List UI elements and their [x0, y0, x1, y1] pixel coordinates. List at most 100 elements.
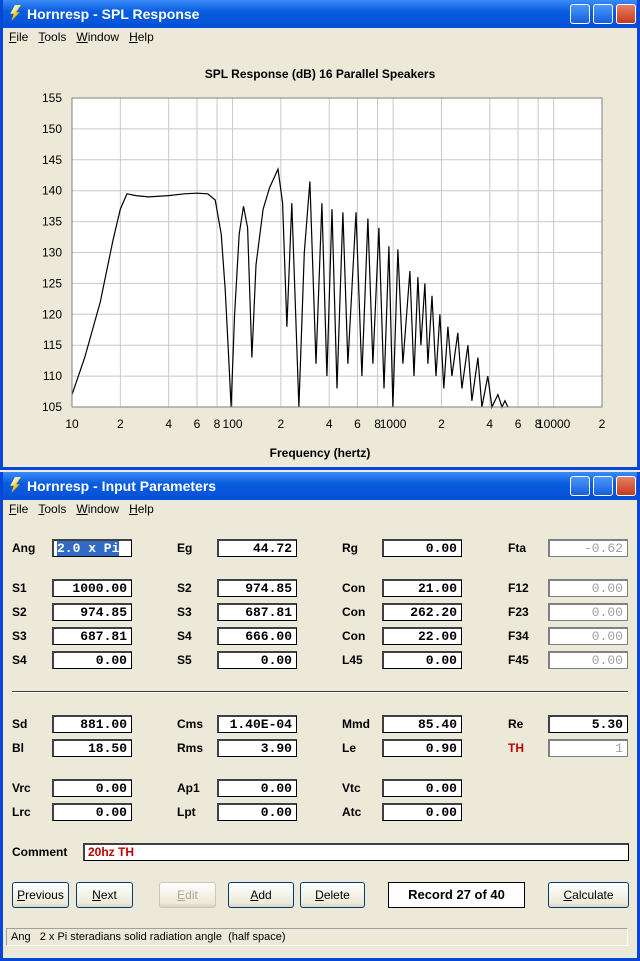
x-tick-label: 10 — [65, 417, 79, 431]
field-value[interactable]: 3.90 — [217, 739, 297, 757]
close-button[interactable] — [616, 476, 636, 496]
field-text: 0.00 — [591, 629, 623, 644]
field-value[interactable]: 0.00 — [217, 779, 297, 797]
field-label: S4 — [177, 629, 192, 643]
field-value[interactable]: 1 — [548, 739, 628, 757]
title-bar: Hornresp - SPL Response — [3, 0, 637, 28]
x-tick-label: 8 — [214, 417, 221, 431]
field-text: 687.81 — [80, 629, 127, 644]
field-value[interactable]: 0.00 — [548, 603, 628, 621]
field-text: 0.00 — [425, 541, 457, 556]
field-value[interactable]: 687.81 — [52, 627, 132, 645]
field-text: 0.00 — [95, 653, 127, 668]
field-value[interactable]: 0.00 — [382, 651, 462, 669]
close-button[interactable] — [616, 4, 636, 24]
menu-item[interactable]: Tools — [38, 30, 67, 44]
x-tick-label: 6 — [354, 417, 361, 431]
field-value[interactable]: 44.72 — [217, 539, 297, 557]
minimize-button[interactable] — [570, 4, 590, 24]
field-value[interactable]: 0.00 — [217, 803, 297, 821]
field-value[interactable]: 0.00 — [217, 651, 297, 669]
field-text: 0.00 — [425, 805, 457, 820]
field-label: F12 — [508, 581, 529, 595]
field-text: 0.00 — [425, 653, 457, 668]
button[interactable]: Delete — [300, 882, 365, 908]
menu-item[interactable]: File — [9, 30, 29, 44]
field-value[interactable]: 0.00 — [382, 803, 462, 821]
field-value[interactable]: 687.81 — [217, 603, 297, 621]
title-bar: Hornresp - Input Parameters — [3, 472, 637, 500]
field-value[interactable]: 1.40E-04 — [217, 715, 297, 733]
field-value[interactable]: 0.90 — [382, 739, 462, 757]
x-tick-label: 1000 — [380, 417, 407, 431]
field-value[interactable]: 666.00 — [217, 627, 297, 645]
field-value[interactable]: 0.00 — [548, 579, 628, 597]
record-label: Record 27 of 40 — [388, 882, 525, 908]
menu-item[interactable]: File — [9, 502, 29, 516]
field-value[interactable]: 974.85 — [52, 603, 132, 621]
menu-item[interactable]: Help — [129, 502, 154, 516]
field-text: 1000.00 — [72, 581, 127, 596]
field-label: S2 — [12, 605, 27, 619]
field-text: 1 — [615, 741, 623, 756]
field-value[interactable]: 0.00 — [382, 539, 462, 557]
button[interactable]: Edit — [159, 882, 216, 908]
button[interactable]: Add — [228, 882, 294, 908]
x-tick-label: 8 — [535, 417, 542, 431]
field-label: Con — [342, 629, 366, 643]
field-value[interactable]: 0.00 — [548, 651, 628, 669]
x-tick-label: 2 — [278, 417, 285, 431]
maximize-button[interactable] — [593, 4, 613, 24]
field-text: 85.40 — [417, 717, 457, 732]
y-tick-label: 130 — [42, 246, 62, 260]
field-text: 881.00 — [80, 717, 127, 732]
field-label: Vrc — [12, 781, 31, 795]
field-value[interactable]: 0.00 — [52, 803, 132, 821]
menu-item[interactable]: Window — [76, 502, 120, 516]
field-text: 0.00 — [591, 605, 623, 620]
menu-item[interactable]: Help — [129, 30, 154, 44]
field-value[interactable]: 0.00 — [548, 627, 628, 645]
field-value[interactable]: 974.85 — [217, 579, 297, 597]
window-title: Hornresp - Input Parameters — [27, 478, 217, 494]
field-text: 974.85 — [80, 605, 127, 620]
minimize-button[interactable] — [570, 476, 590, 496]
y-tick-label: 115 — [43, 338, 62, 352]
menu-item[interactable]: Window — [76, 30, 120, 44]
y-tick-label: 120 — [42, 307, 62, 321]
field-value[interactable]: -0.62 — [548, 539, 628, 557]
field-value[interactable]: 0.00 — [52, 779, 132, 797]
field-value[interactable]: 881.00 — [52, 715, 132, 733]
x-tick-label: 4 — [326, 417, 333, 431]
maximize-button[interactable] — [593, 476, 613, 496]
button[interactable]: Previous — [12, 882, 69, 908]
button[interactable]: Next — [76, 882, 133, 908]
field-label: Rms — [177, 741, 204, 755]
calculate-button[interactable]: Calculate — [548, 882, 629, 908]
separator — [12, 691, 628, 693]
field-value[interactable]: 262.20 — [382, 603, 462, 621]
menu-bar: File Tools Window Help — [9, 30, 164, 46]
menu-item[interactable]: Tools — [38, 502, 67, 516]
field-label: S2 — [177, 581, 192, 595]
field-value[interactable]: 0.00 — [382, 779, 462, 797]
field-value[interactable]: 0.00 — [52, 651, 132, 669]
field-label: Bl — [12, 741, 24, 755]
field-value[interactable]: 5.30 — [548, 715, 628, 733]
field-text: 0.90 — [425, 741, 457, 756]
field-value[interactable]: 21.00 — [382, 579, 462, 597]
field-value[interactable]: 85.40 — [382, 715, 462, 733]
field-value[interactable]: 22.00 — [382, 627, 462, 645]
field-value[interactable]: 2.0 x Pi — [52, 539, 132, 557]
comment-label: Comment — [12, 845, 68, 859]
x-axis-label: Frequency (hertz) — [270, 446, 371, 460]
field-value[interactable]: 1000.00 — [52, 579, 132, 597]
x-tick-label: 6 — [194, 417, 201, 431]
field-value[interactable]: 18.50 — [52, 739, 132, 757]
x-tick-label: 4 — [486, 417, 493, 431]
field-label: F23 — [508, 605, 529, 619]
field-label: Cms — [177, 717, 204, 731]
comment-box[interactable]: 20hz TH — [83, 843, 629, 861]
field-label: Eg — [177, 541, 193, 555]
